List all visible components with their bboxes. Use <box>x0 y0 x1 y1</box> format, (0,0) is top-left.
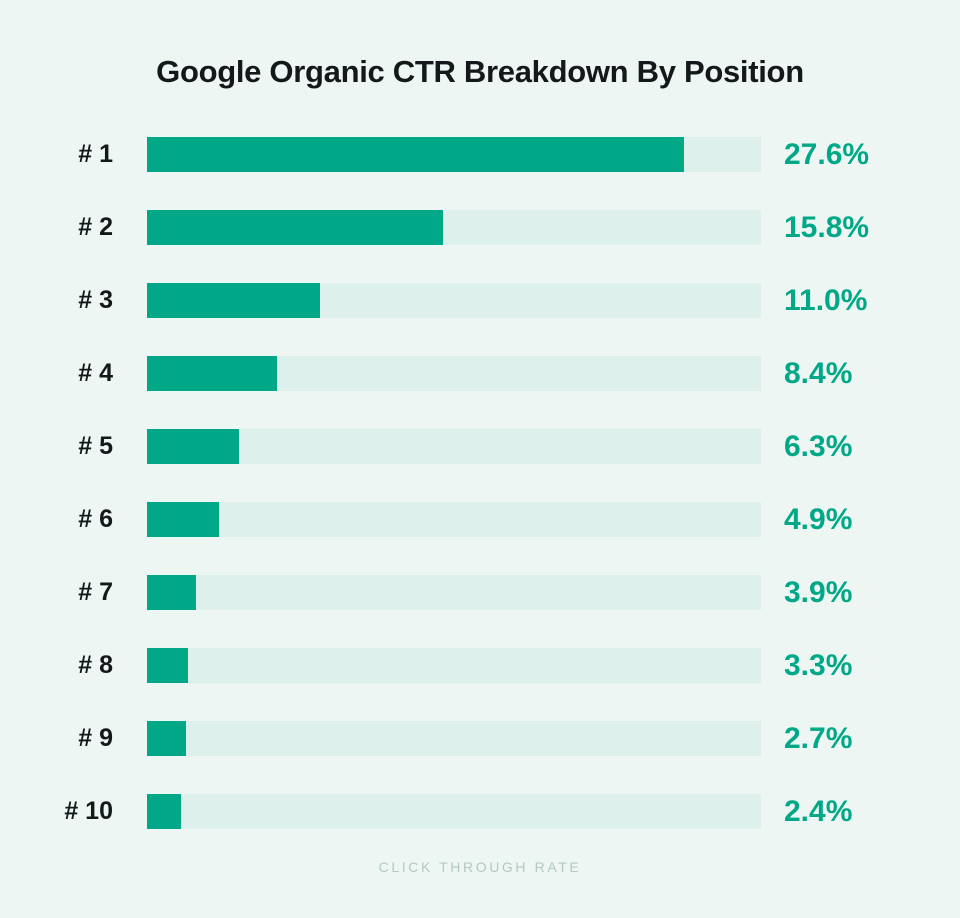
position-label: # 1 <box>78 140 113 168</box>
bar-track <box>147 502 761 537</box>
value-label: 3.3% <box>784 648 853 682</box>
bar-row: # 7 3.9% <box>0 575 960 610</box>
bar-fill <box>147 429 240 464</box>
bar-track <box>147 356 761 391</box>
position-label: # 8 <box>78 651 113 679</box>
value-label: 11.0% <box>784 283 868 317</box>
bar-fill <box>147 137 684 172</box>
value-label: 27.6% <box>784 137 870 171</box>
value-label: 4.9% <box>784 502 853 536</box>
bar-row: # 10 2.4% <box>0 794 960 829</box>
bar-track <box>147 794 761 829</box>
position-label: # 7 <box>78 578 113 606</box>
value-label: 3.9% <box>784 575 853 609</box>
position-label: # 5 <box>78 432 113 460</box>
bar-row: # 5 6.3% <box>0 429 960 464</box>
bar-row: # 1 27.6% <box>0 137 960 172</box>
bar-track <box>147 721 761 756</box>
value-label: 15.8% <box>784 210 870 244</box>
bar-fill <box>147 502 219 537</box>
bar-row: # 9 2.7% <box>0 721 960 756</box>
position-label: # 3 <box>78 286 113 314</box>
bar-rows: # 1 27.6% # 2 15.8% # 3 11.0% # 4 8.4% # 5 6.3% # … <box>0 137 960 829</box>
bar-fill <box>147 356 278 391</box>
bar-row: # 8 3.3% <box>0 648 960 683</box>
bar-fill <box>147 721 186 756</box>
bar-row: # 3 11.0% <box>0 283 960 318</box>
bar-track <box>147 137 761 172</box>
value-label: 6.3% <box>784 429 853 463</box>
position-label: # 2 <box>78 213 113 241</box>
bar-track <box>147 648 761 683</box>
bar-fill <box>147 210 443 245</box>
bar-track <box>147 429 761 464</box>
bar-fill <box>147 794 181 829</box>
bar-fill <box>147 648 189 683</box>
value-label: 8.4% <box>784 356 853 390</box>
chart-title: Google Organic CTR Breakdown By Position <box>156 54 804 89</box>
bar-fill <box>147 283 320 318</box>
position-label: # 4 <box>78 359 113 387</box>
position-label: # 9 <box>78 724 113 752</box>
bar-row: # 2 15.8% <box>0 210 960 245</box>
position-label: # 6 <box>78 505 113 533</box>
bar-track <box>147 210 761 245</box>
bar-row: # 4 8.4% <box>0 356 960 391</box>
bar-fill <box>147 575 197 610</box>
value-label: 2.7% <box>784 721 853 755</box>
bar-track <box>147 283 761 318</box>
x-axis-label: CLICK THROUGH RATE <box>378 859 582 875</box>
value-label: 2.4% <box>784 794 853 828</box>
position-label: # 10 <box>64 797 113 825</box>
bar-row: # 6 4.9% <box>0 502 960 537</box>
bar-track <box>147 575 761 610</box>
